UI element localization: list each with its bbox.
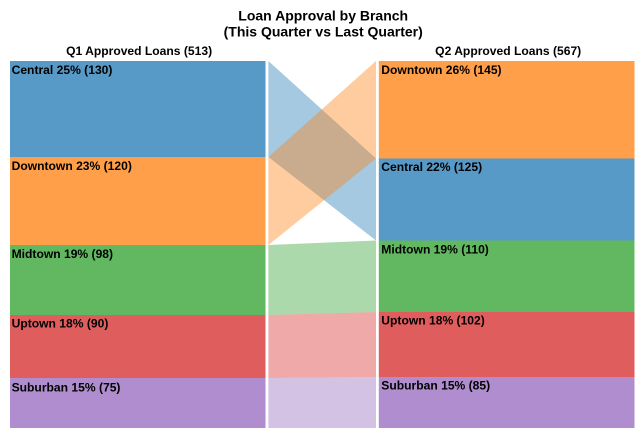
svg-text:Uptown 18% (90): Uptown 18% (90) — [12, 317, 109, 331]
svg-text:Suburban 15% (85): Suburban 15% (85) — [381, 379, 490, 393]
svg-text:Q1 Approved Loans (513): Q1 Approved Loans (513) — [66, 44, 212, 58]
svg-text:(This Quarter vs Last Quarter): (This Quarter vs Last Quarter) — [224, 24, 423, 40]
svg-text:Central 22% (125): Central 22% (125) — [381, 160, 482, 174]
svg-text:Downtown 26% (145): Downtown 26% (145) — [381, 63, 501, 77]
svg-text:Uptown 18% (102): Uptown 18% (102) — [381, 313, 485, 327]
svg-text:Suburban 15% (75): Suburban 15% (75) — [12, 380, 121, 394]
svg-text:Midtown 19% (110): Midtown 19% (110) — [381, 242, 489, 256]
svg-text:Q2 Approved Loans (567): Q2 Approved Loans (567) — [435, 44, 581, 58]
svg-text:Central 25% (130): Central 25% (130) — [12, 63, 113, 77]
svg-text:Loan Approval by Branch: Loan Approval by Branch — [238, 7, 408, 23]
svg-text:Downtown 23% (120): Downtown 23% (120) — [12, 159, 132, 173]
svg-text:Midtown 19% (98): Midtown 19% (98) — [12, 247, 113, 261]
